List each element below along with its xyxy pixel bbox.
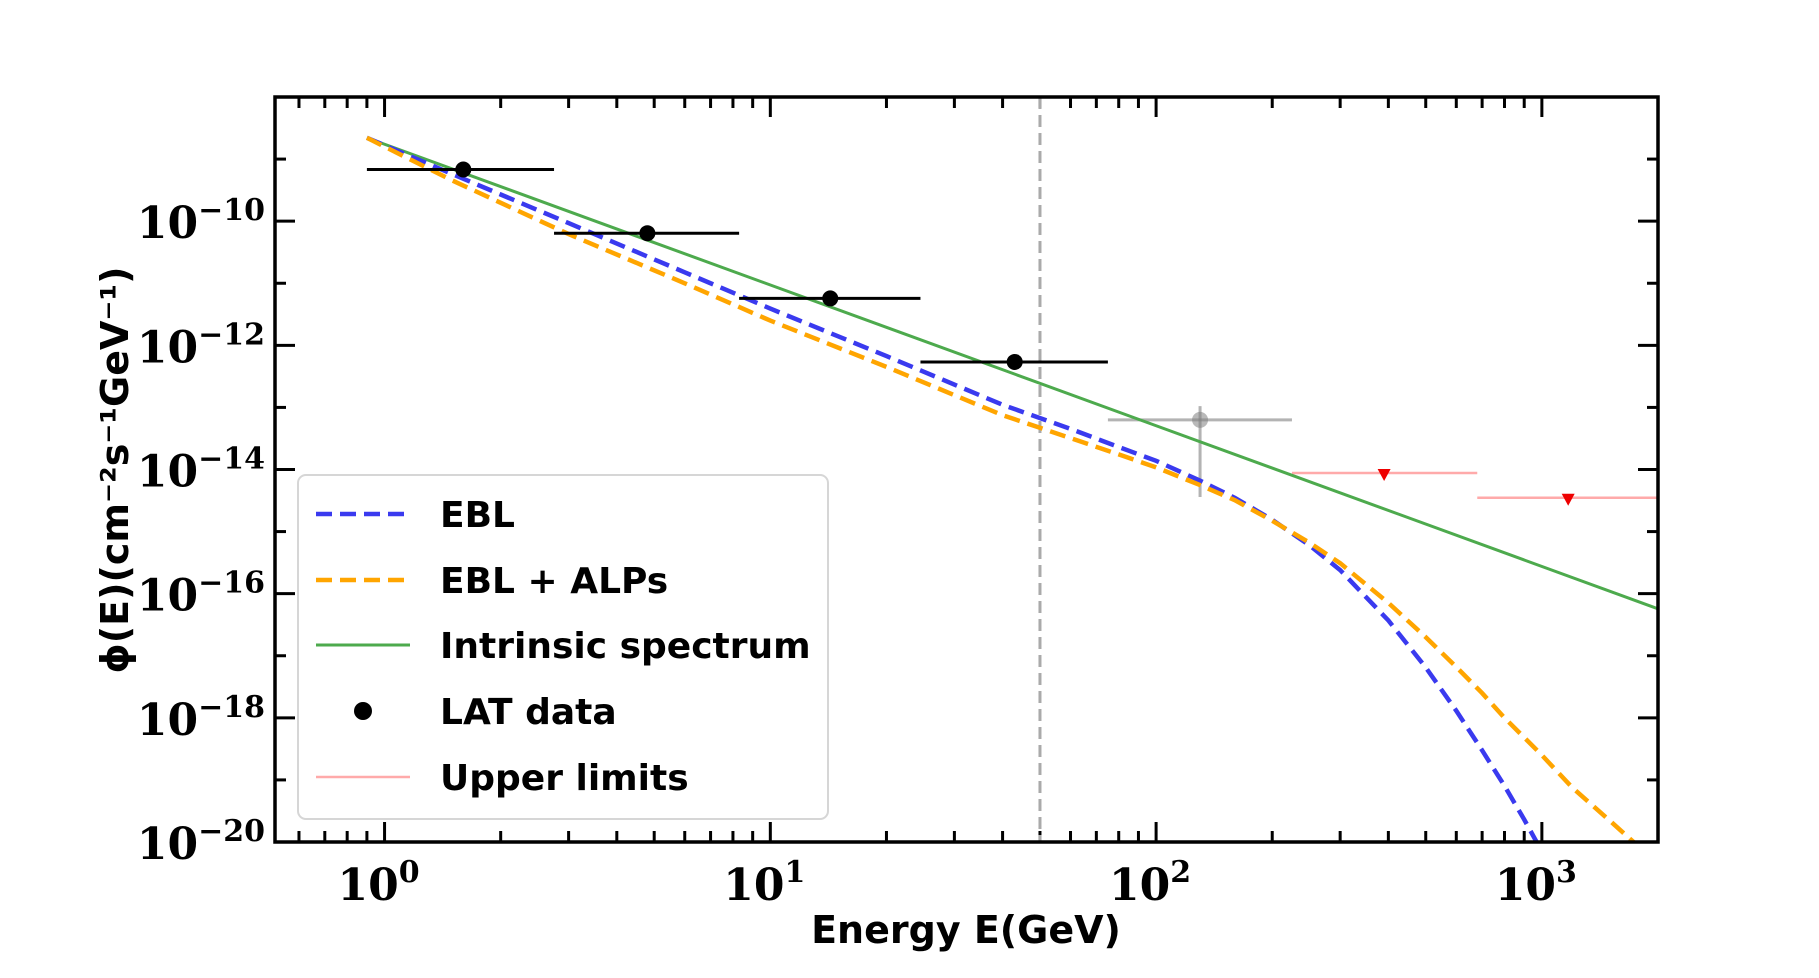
x-tick-label: 100 <box>338 855 420 911</box>
lat-data-group <box>366 161 1108 370</box>
lat-data-point <box>1006 353 1023 370</box>
extra-data-point <box>1192 411 1209 428</box>
legend-label-ebl-alps: EBL + ALPs <box>440 561 668 602</box>
upper-limit-marker <box>1561 493 1575 506</box>
x-tick-label: 101 <box>723 855 805 911</box>
legend-frame <box>297 474 829 820</box>
upper-limit-marker <box>1377 468 1391 481</box>
legend: EBL EBL + ALPs Intrinsic spectrum LAT da… <box>297 474 829 820</box>
y-tick-label: 10−12 <box>137 317 265 373</box>
series-line-ebl-alps <box>365 135 1637 842</box>
plot-area <box>365 97 1658 842</box>
y-tick-label: 10−20 <box>137 814 265 870</box>
y-axis-label: ϕ(E)(cm⁻²s⁻¹GeV⁻¹) <box>93 267 137 674</box>
plot-frame <box>273 95 1660 844</box>
y-tick-label: 10−16 <box>137 566 265 622</box>
legend-label-ebl: EBL <box>440 495 515 536</box>
upper-limits-group <box>1291 468 1658 506</box>
lat-data-point <box>639 225 656 242</box>
legend-label-intrinsic: Intrinsic spectrum <box>440 626 811 667</box>
x-tick-label: 102 <box>1109 855 1191 911</box>
lat-data-point <box>822 290 839 307</box>
series-line-intrinsic-spectrum <box>366 136 1658 611</box>
series-line-ebl <box>366 135 1540 842</box>
x-axis-label: Energy E(GeV) <box>811 908 1121 952</box>
lat-data-point <box>455 161 472 178</box>
legend-marker-lat <box>354 702 372 720</box>
y-tick-label: 10−18 <box>137 690 265 746</box>
legend-label-upper-limits: Upper limits <box>440 758 689 799</box>
tick-marks <box>275 95 1660 844</box>
legend-label-lat: LAT data <box>440 692 617 733</box>
y-tick-label: 10−10 <box>137 193 265 249</box>
y-tick-label: 10−14 <box>137 442 265 498</box>
x-tick-label: 103 <box>1495 855 1577 911</box>
